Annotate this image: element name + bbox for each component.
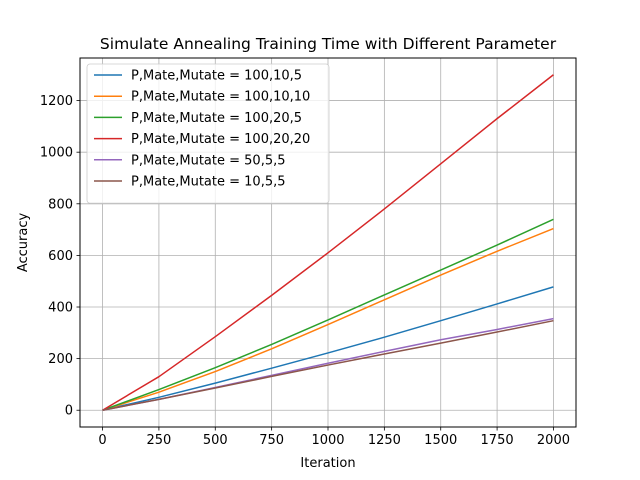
legend: P,Mate,Mutate = 100,10,5 P,Mate,Mutate = …: [86, 63, 330, 204]
x-axis-label: Iteration: [300, 456, 355, 471]
legend-label: P,Mate,Mutate = 100,20,20: [131, 132, 310, 147]
series-line-1: [102, 286, 554, 411]
legend-label: P,Mate,Mutate = 100,10,10: [131, 90, 310, 105]
y-tick-label: 1000: [40, 146, 73, 161]
y-tick-label: 400: [48, 301, 73, 316]
x-tick-label: 750: [259, 433, 284, 448]
series-lines: [102, 74, 554, 411]
y-tick-label: 0: [65, 404, 73, 419]
y-axis: 0 200 400 600 800 1000 1200: [40, 94, 80, 419]
x-tick-label: 0: [98, 433, 106, 448]
legend-label: P,Mate,Mutate = 10,5,5: [131, 175, 286, 190]
y-tick-label: 1200: [40, 94, 73, 109]
x-tick-label: 2000: [537, 433, 570, 448]
y-tick-label: 600: [48, 249, 73, 264]
x-axis: 0 250 500 750 1000 1250 1500 1750 2000: [98, 427, 570, 448]
legend-label: P,Mate,Mutate = 50,5,5: [131, 153, 286, 168]
x-tick-label: 1000: [311, 433, 344, 448]
series-line-6: [102, 319, 554, 411]
legend-box: [86, 63, 330, 204]
x-tick-label: 1250: [368, 433, 401, 448]
x-tick-label: 250: [146, 433, 171, 448]
series-line-4: [102, 74, 554, 411]
y-tick-label: 200: [48, 352, 73, 367]
y-tick-label: 800: [48, 197, 73, 212]
series-line-3: [102, 218, 554, 411]
x-tick-label: 1500: [424, 433, 457, 448]
legend-label: P,Mate,Mutate = 100,20,5: [131, 111, 302, 126]
y-axis-label: Accuracy: [16, 213, 31, 273]
x-tick-label: 500: [203, 433, 228, 448]
chart-title: Simulate Annealing Training Time with Di…: [100, 35, 557, 53]
x-tick-label: 1750: [481, 433, 514, 448]
legend-label: P,Mate,Mutate = 100,10,5: [131, 69, 302, 84]
series-line-2: [102, 227, 554, 411]
